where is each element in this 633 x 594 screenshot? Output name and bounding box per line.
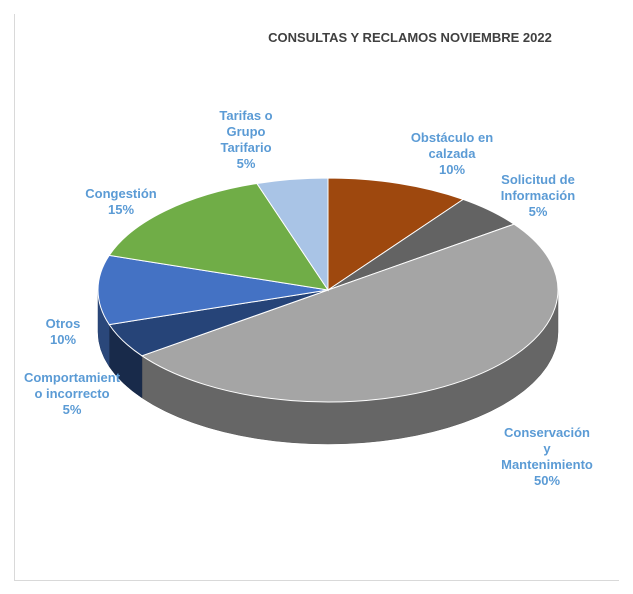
label-value: 15%: [107, 202, 135, 217]
pie-slice: [327, 177, 465, 291]
chart-frame: [14, 14, 619, 581]
data-label: Otros 10%: [38, 316, 88, 348]
label-value: 5%: [528, 204, 548, 219]
data-label: Obstáculo en calzada 10%: [396, 130, 508, 178]
data-label: Tarifas o Grupo Tarifario 5%: [207, 108, 285, 172]
label-category: Obstáculo en calzada: [410, 130, 494, 161]
pie-slice: [140, 223, 559, 403]
label-value: 5%: [236, 156, 256, 171]
data-label: Comportamiento incorrecto 5%: [22, 370, 122, 418]
pie-slice: [256, 177, 329, 292]
label-category: Comportamiento incorrecto: [23, 370, 121, 401]
data-label: Conservación y Mantenimiento 50%: [499, 425, 595, 489]
data-label: Solicitud de Información 5%: [486, 172, 590, 220]
label-category: Conservación y Mantenimiento: [501, 425, 593, 472]
pie-slice: [97, 254, 329, 326]
label-category: Solicitud de Información: [500, 172, 576, 203]
label-category: Congestión: [85, 186, 157, 201]
chart-title: CONSULTAS Y RECLAMOS NOVIEMBRE 2022: [268, 30, 552, 45]
label-category: Otros: [45, 316, 81, 331]
label-category: Tarifas o Grupo Tarifario: [219, 108, 273, 155]
label-value: 50%: [533, 473, 561, 488]
pie-slice: [108, 182, 330, 291]
label-value: 5%: [62, 402, 82, 417]
label-value: 10%: [438, 162, 466, 177]
label-value: 10%: [49, 332, 77, 347]
data-label: Congestión 15%: [71, 186, 171, 218]
